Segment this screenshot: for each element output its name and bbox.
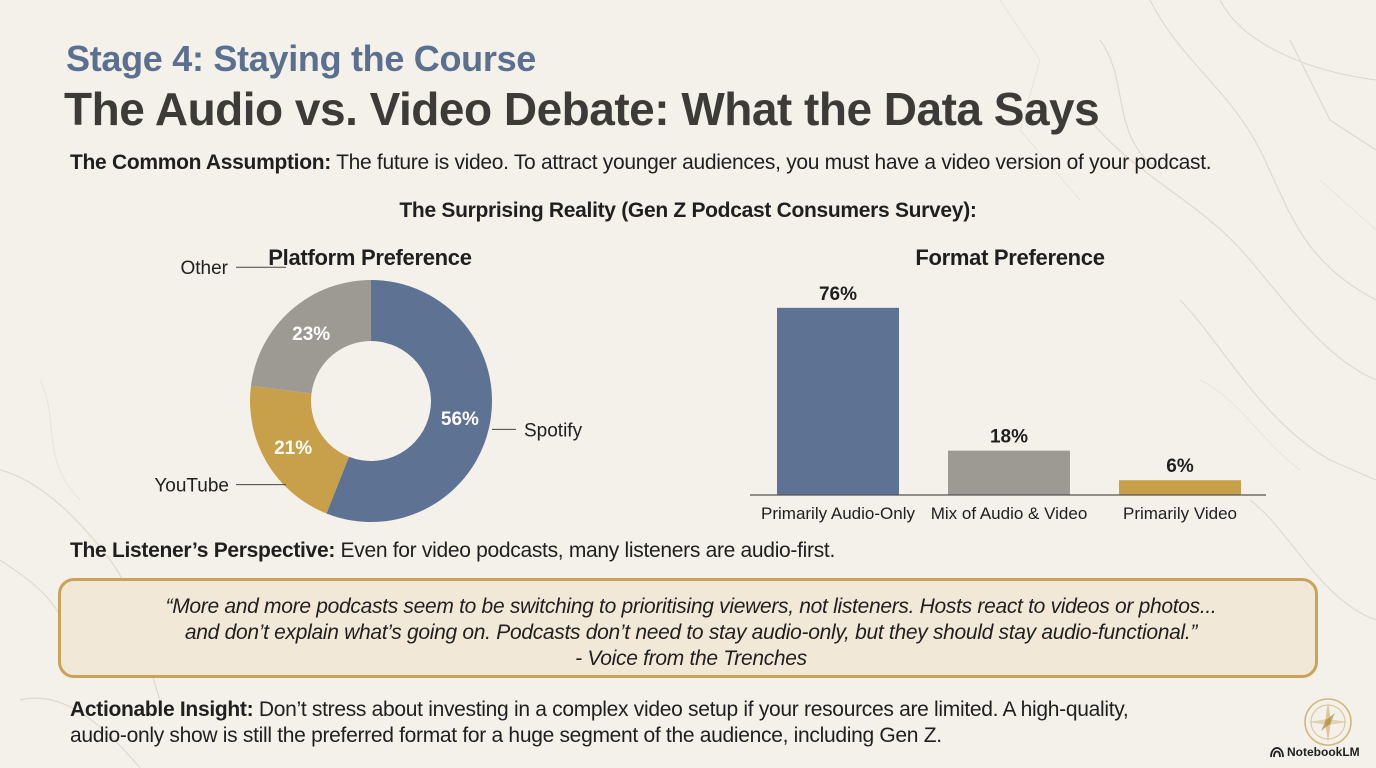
notebooklm-logo-icon <box>1270 746 1284 757</box>
stage-subtitle: Stage 4: Staying the Course <box>66 38 537 79</box>
insight-label: Actionable Insight: <box>70 698 254 721</box>
bar-2 <box>948 450 1070 495</box>
quote-line-1: “More and more podcasts seem to be switc… <box>165 595 1217 618</box>
common-assumption: The Common Assumption: The future is vid… <box>70 151 1212 175</box>
assumption-text: The future is video. To attract younger … <box>330 151 1212 174</box>
bar-value-label-1: 76% <box>819 284 857 305</box>
donut-slice-spotify <box>326 280 492 522</box>
bar-category-label-1: Primarily Audio-Only <box>761 504 915 523</box>
donut-label-youtube: YouTube <box>154 476 229 497</box>
donut-value-other: 23% <box>292 324 330 345</box>
platform-donut-chart: 56% Spotify 21% YouTube 23% Other <box>154 258 583 522</box>
actionable-insight: Actionable Insight: Don’t stress about i… <box>70 698 1129 722</box>
bar-3 <box>1119 480 1241 495</box>
donut-value-youtube: 21% <box>274 438 312 459</box>
format-bar-chart: 76% Primarily Audio-Only 18% Mix of Audio &… <box>750 284 1266 523</box>
bar-category-label-3: Primarily Video <box>1123 504 1237 523</box>
bar-value-label-2: 18% <box>990 427 1028 448</box>
quote-attribution: - Voice from the Trenches <box>575 647 807 670</box>
bar-category-label-2: Mix of Audio & Video <box>931 504 1088 523</box>
insight-text-line-2: audio-only show is still the preferred f… <box>70 724 942 747</box>
donut-slice-other <box>250 280 371 394</box>
page-title: The Audio vs. Video Debate: What the Dat… <box>64 83 1100 135</box>
brand-watermark: NotebookLM <box>1270 745 1360 759</box>
perspective-label: The Listener’s Perspective: <box>70 539 336 562</box>
perspective-text: Even for video podcasts, many listeners … <box>335 539 836 562</box>
bar-chart-title: Format Preference <box>915 245 1105 270</box>
survey-heading: The Surprising Reality (Gen Z Podcast Co… <box>399 199 977 222</box>
listener-perspective: The Listener’s Perspective: Even for vid… <box>70 539 835 563</box>
quote-callout: “More and more podcasts seem to be switc… <box>58 578 1318 678</box>
bar-value-label-3: 6% <box>1166 456 1194 477</box>
pie-chart-title: Platform Preference <box>268 245 472 270</box>
insight-text-line-1: Don’t stress about investing in a comple… <box>253 698 1129 721</box>
donut-label-spotify: Spotify <box>524 420 583 441</box>
assumption-label: The Common Assumption: <box>70 151 331 174</box>
bar-1 <box>777 307 899 495</box>
brand-name: NotebookLM <box>1287 745 1360 759</box>
quote-line-2: and don’t explain what’s going on. Podca… <box>184 621 1198 644</box>
donut-label-other: Other <box>180 258 228 279</box>
donut-slice-youtube <box>249 385 349 514</box>
donut-value-spotify: 56% <box>441 409 479 430</box>
compass-icon <box>1304 698 1352 746</box>
